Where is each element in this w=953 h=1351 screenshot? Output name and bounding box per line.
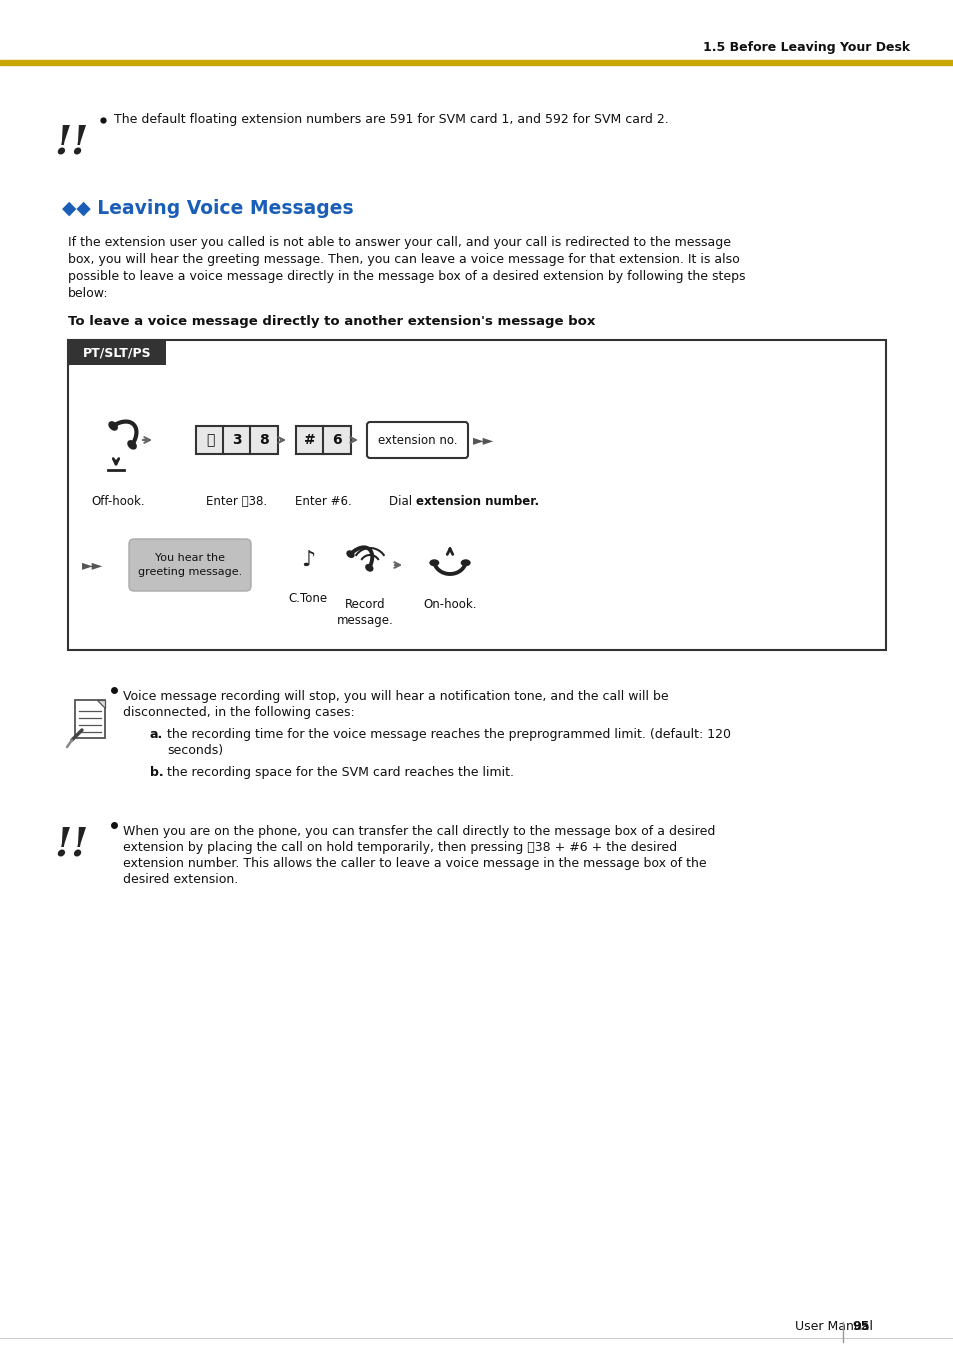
Text: extension by placing the call on hold temporarily, then pressing ⎋38 + #6 + the : extension by placing the call on hold te… xyxy=(123,842,677,854)
Bar xyxy=(68,340,885,650)
Text: extension number.: extension number. xyxy=(416,494,539,508)
Ellipse shape xyxy=(127,440,136,450)
Text: !!: !! xyxy=(55,124,89,162)
Polygon shape xyxy=(97,700,105,708)
Ellipse shape xyxy=(109,422,118,431)
Text: Record
message.: Record message. xyxy=(336,598,393,627)
Bar xyxy=(68,340,166,365)
Ellipse shape xyxy=(365,563,374,571)
Text: disconnected, in the following cases:: disconnected, in the following cases: xyxy=(123,707,355,719)
Text: #: # xyxy=(304,434,315,447)
Text: Enter #6.: Enter #6. xyxy=(294,494,351,508)
Text: ⎋: ⎋ xyxy=(206,434,214,447)
Text: !!: !! xyxy=(55,825,89,865)
Text: extension number. This allows the caller to leave a voice message in the message: extension number. This allows the caller… xyxy=(123,857,706,870)
Text: On-hook.: On-hook. xyxy=(423,598,476,611)
Text: If the extension user you called is not able to answer your call, and your call : If the extension user you called is not … xyxy=(68,236,730,249)
Text: C.Tone: C.Tone xyxy=(288,592,327,605)
Ellipse shape xyxy=(460,559,470,566)
FancyBboxPatch shape xyxy=(223,426,251,454)
FancyBboxPatch shape xyxy=(195,426,224,454)
Ellipse shape xyxy=(346,550,355,558)
Text: To leave a voice message directly to another extension's message box: To leave a voice message directly to ano… xyxy=(68,315,595,328)
Bar xyxy=(0,59,953,65)
Text: ►►: ►► xyxy=(82,558,104,571)
Text: 6: 6 xyxy=(332,434,341,447)
Text: box, you will hear the greeting message. Then, you can leave a voice message for: box, you will hear the greeting message.… xyxy=(68,253,739,266)
Text: Dial extension number.: Dial extension number. xyxy=(278,494,416,508)
Text: Off-hook.: Off-hook. xyxy=(91,494,145,508)
Text: 95: 95 xyxy=(851,1320,868,1333)
Text: Voice message recording will stop, you will hear a notification tone, and the ca: Voice message recording will stop, you w… xyxy=(123,690,668,703)
Text: ♪: ♪ xyxy=(300,550,314,570)
Text: seconds): seconds) xyxy=(167,744,223,757)
Text: the recording time for the voice message reaches the preprogrammed limit. (defau: the recording time for the voice message… xyxy=(167,728,730,740)
Text: extension no.: extension no. xyxy=(377,434,456,446)
Text: possible to leave a voice message directly in the message box of a desired exten: possible to leave a voice message direct… xyxy=(68,270,744,282)
Text: When you are on the phone, you can transfer the call directly to the message box: When you are on the phone, you can trans… xyxy=(123,825,715,838)
Text: ◆◆ Leaving Voice Messages: ◆◆ Leaving Voice Messages xyxy=(62,199,354,218)
Text: You hear the
greeting message.: You hear the greeting message. xyxy=(138,553,242,577)
Text: 3: 3 xyxy=(232,434,241,447)
FancyBboxPatch shape xyxy=(250,426,277,454)
Text: b.: b. xyxy=(150,766,164,780)
Text: User Manual: User Manual xyxy=(794,1320,872,1333)
Text: 8: 8 xyxy=(259,434,269,447)
FancyBboxPatch shape xyxy=(295,426,324,454)
Text: the recording space for the SVM card reaches the limit.: the recording space for the SVM card rea… xyxy=(167,766,514,780)
Text: The default floating extension numbers are 591 for SVM card 1, and 592 for SVM c: The default floating extension numbers a… xyxy=(113,113,668,127)
Text: PT/SLT/PS: PT/SLT/PS xyxy=(83,346,152,359)
Text: a.: a. xyxy=(150,728,163,740)
Text: ►►: ►► xyxy=(473,434,494,447)
Bar xyxy=(75,700,105,738)
Text: below:: below: xyxy=(68,286,109,300)
FancyBboxPatch shape xyxy=(129,539,251,590)
Text: desired extension.: desired extension. xyxy=(123,873,238,886)
Ellipse shape xyxy=(429,559,439,566)
Text: 1.5 Before Leaving Your Desk: 1.5 Before Leaving Your Desk xyxy=(702,42,909,54)
FancyBboxPatch shape xyxy=(367,422,468,458)
FancyBboxPatch shape xyxy=(323,426,351,454)
Text: Enter ⎋38.: Enter ⎋38. xyxy=(206,494,267,508)
Text: Dial: Dial xyxy=(388,494,416,508)
